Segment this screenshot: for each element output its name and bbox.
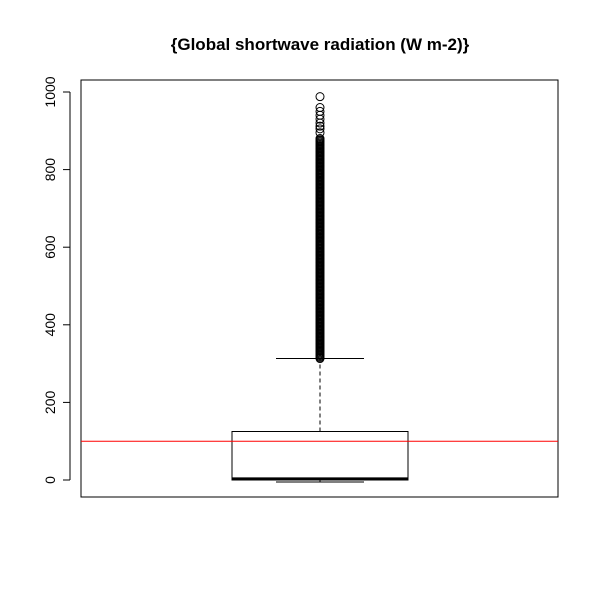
outlier-point (315, 92, 325, 102)
plot-frame (80, 79, 559, 498)
outlier-point (315, 106, 325, 116)
y-tick-label: 600 (42, 235, 58, 259)
y-axis: 0 200 400 600 800 1000 (42, 76, 71, 484)
outlier-points (315, 92, 325, 364)
outlier-point (315, 121, 325, 131)
outlier-point (315, 124, 325, 134)
y-tick-label: 400 (42, 313, 58, 337)
chart-title: {Global shortwave radiation (W m-2)} (171, 35, 470, 54)
y-tick-label: 800 (42, 158, 58, 182)
y-tick-label: 0 (42, 476, 58, 484)
iqr-box (231, 431, 409, 481)
y-tick-label: 200 (42, 391, 58, 415)
outlier-point (315, 103, 325, 113)
box-group (231, 358, 409, 483)
y-tick-label: 1000 (42, 76, 58, 107)
outlier-point (315, 134, 325, 144)
outlier-point (315, 128, 325, 138)
